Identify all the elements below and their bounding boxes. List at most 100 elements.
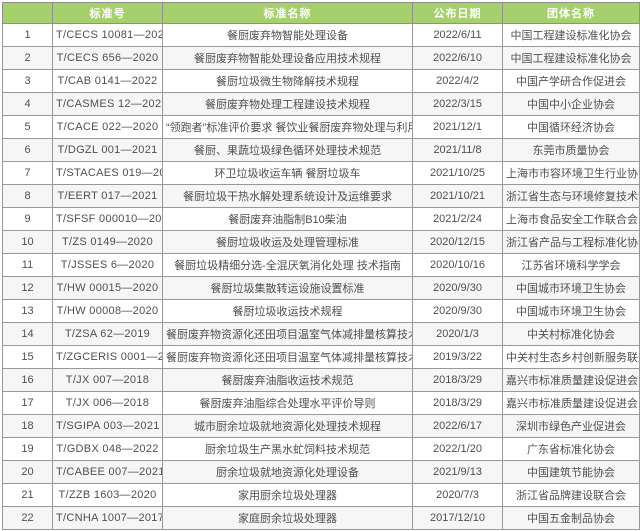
standard-name-cell: 厨余垃圾就地资源化处理设备 [162, 460, 413, 484]
row-index-cell: 5 [2, 115, 53, 139]
org-name-cell: 中国工程建设标准化协会 [502, 23, 640, 47]
standard-code-cell: T/HW 00008—2020 [52, 299, 163, 323]
standard-code-cell: T/SGIPA 003—2021 [52, 414, 163, 438]
standard-name-cell: 餐厨废弃物智能处理设备应用技术规程 [162, 46, 413, 70]
table-row: 16 T/JX 007—2018 餐厨废弃油脂收运技术规范 2018/3/29 … [2, 368, 640, 392]
standard-code-cell: T/EERT 017—2021 [52, 184, 163, 208]
org-name-cell: 中国产学研合作促进会 [502, 69, 640, 93]
table-row: 21 T/ZZB 1603—2020 家用厨余垃圾处理器 2020/7/3 浙江… [2, 483, 640, 507]
standard-name-cell: 餐厨垃圾微生物降解技术规程 [162, 69, 413, 93]
table-row: 3 T/CAB 0141—2022 餐厨垃圾微生物降解技术规程 2022/4/2… [2, 69, 640, 93]
standard-name-cell: 餐厨废弃物资源化还田项目温室气体减排量核算技术规范 [162, 322, 413, 346]
table-row: 10 T/ZS 0149—2020 餐厨垃圾收运及处理管理标准 2020/12/… [2, 230, 640, 254]
row-index-cell: 8 [2, 184, 53, 208]
row-index-cell: 14 [2, 322, 53, 346]
publish-date-cell: 2020/7/3 [412, 483, 503, 507]
row-index-cell: 15 [2, 345, 53, 369]
standard-name-cell: 家庭厨余垃圾处理器 [162, 506, 413, 530]
table-body: 1 T/CECS 10081—2020 餐厨废弃物智能处理设备 2022/6/1… [2, 23, 640, 530]
standard-code-cell: T/HW 00015—2020 [52, 276, 163, 300]
row-index-cell: 6 [2, 138, 53, 162]
standard-name-cell: 餐厨废弃油脂收运技术规范 [162, 368, 413, 392]
standard-name-cell: “领跑者”标准评价要求 餐饮业餐厨废弃物处理与利用设备 [162, 115, 413, 139]
table-row: 22 T/CNHA 1007—2017 家庭厨余垃圾处理器 2017/12/10… [2, 506, 640, 530]
row-index-cell: 7 [2, 161, 53, 185]
standard-code-cell: T/CNHA 1007—2017 [52, 506, 163, 530]
standard-code-cell: T/CABEE 007—2021 [52, 460, 163, 484]
publish-date-cell: 2022/4/2 [412, 69, 503, 93]
table-row: 20 T/CABEE 007—2021 厨余垃圾就地资源化处理设备 2021/9… [2, 460, 640, 484]
org-name-cell: 中关村标准化协会 [502, 322, 640, 346]
org-name-cell: 嘉兴市标准质量建设促进会 [502, 368, 640, 392]
standard-code-cell: T/CECS 656—2020 [52, 46, 163, 70]
table-row: 8 T/EERT 017—2021 餐厨垃圾干热水解处理系统设计及运维要求 20… [2, 184, 640, 208]
org-name-cell: 浙江省品牌建设联合会 [502, 483, 640, 507]
standard-name-cell: 餐厨垃圾收运技术规程 [162, 299, 413, 323]
table-row: 17 T/JX 006—2018 餐厨废弃油脂综合处理水平评价导则 2018/3… [2, 391, 640, 415]
standard-name-cell: 餐厨废弃物资源化还田项目温室气体减排量核算技术规范 [162, 345, 413, 369]
publish-date-cell: 2020/10/16 [412, 253, 503, 277]
row-index-cell: 2 [2, 46, 53, 70]
table-row: 14 T/ZSA 62—2019 餐厨废弃物资源化还田项目温室气体减排量核算技术… [2, 322, 640, 346]
publish-date-cell: 2021/9/13 [412, 460, 503, 484]
row-index-cell: 17 [2, 391, 53, 415]
table-row: 13 T/HW 00008—2020 餐厨垃圾收运技术规程 2020/9/30 … [2, 299, 640, 323]
org-name-cell: 浙江省产品与工程标准化协会 [502, 230, 640, 254]
org-name-cell: 中国建筑节能协会 [502, 460, 640, 484]
standard-name-cell: 餐厨、果蔬垃圾绿色循环处理技术规范 [162, 138, 413, 162]
publish-date-cell: 2020/1/3 [412, 322, 503, 346]
header-standard-code: 标准号 [52, 2, 163, 24]
org-name-cell: 浙江省生态与环境修复技术协会 [502, 184, 640, 208]
org-name-cell: 中国工程建设标准化协会 [502, 46, 640, 70]
row-index-cell: 19 [2, 437, 53, 461]
org-name-cell: 上海市食品安全工作联合会 [502, 207, 640, 231]
table-row: 18 T/SGIPA 003—2021 城市厨余垃圾就地资源化处理技术规程 20… [2, 414, 640, 438]
org-name-cell: 中国城市环境卫生协会 [502, 299, 640, 323]
row-index-cell: 18 [2, 414, 53, 438]
row-index-cell: 9 [2, 207, 53, 231]
standard-code-cell: T/CASMES 12—2022 [52, 92, 163, 116]
standard-code-cell: T/SFSF 000010—2020 [52, 207, 163, 231]
org-name-cell: 嘉兴市标准质量建设促进会 [502, 391, 640, 415]
row-index-cell: 20 [2, 460, 53, 484]
table-row: 5 T/CACE 022—2020 “领跑者”标准评价要求 餐饮业餐厨废弃物处理… [2, 115, 640, 139]
standard-name-cell: 餐厨垃圾干热水解处理系统设计及运维要求 [162, 184, 413, 208]
org-name-cell: 深圳市绿色产业促进会 [502, 414, 640, 438]
publish-date-cell: 2021/10/21 [412, 184, 503, 208]
table-row: 12 T/HW 00015—2020 餐厨垃圾集散转运设施设置标准 2020/9… [2, 276, 640, 300]
row-index-cell: 1 [2, 23, 53, 47]
table-row: 2 T/CECS 656—2020 餐厨废弃物智能处理设备应用技术规程 2022… [2, 46, 640, 70]
standard-name-cell: 餐厨废弃物处理工程建设技术规程 [162, 92, 413, 116]
publish-date-cell: 2022/1/20 [412, 437, 503, 461]
row-index-cell: 11 [2, 253, 53, 277]
table-row: 19 T/GDBX 048—2022 厨余垃圾生产黑水虻饲料技术规范 2022/… [2, 437, 640, 461]
table-row: 1 T/CECS 10081—2020 餐厨废弃物智能处理设备 2022/6/1… [2, 23, 640, 47]
header-org-name: 团体名称 [502, 2, 640, 24]
standard-name-cell: 家用厨余垃圾处理器 [162, 483, 413, 507]
table-row: 7 T/STACAES 019—2021 环卫垃圾收运车辆 餐厨垃圾车 2021… [2, 161, 640, 185]
standard-name-cell: 厨余垃圾生产黑水虻饲料技术规范 [162, 437, 413, 461]
standard-name-cell: 餐厨废弃油脂综合处理水平评价导则 [162, 391, 413, 415]
org-name-cell: 中关村生态乡村创新服务联盟 [502, 345, 640, 369]
publish-date-cell: 2017/12/10 [412, 506, 503, 530]
standard-code-cell: T/ZGCERIS 0001—2019 [52, 345, 163, 369]
org-name-cell: 中国循环经济协会 [502, 115, 640, 139]
row-index-cell: 16 [2, 368, 53, 392]
publish-date-cell: 2021/2/24 [412, 207, 503, 231]
row-index-cell: 13 [2, 299, 53, 323]
table-row: 11 T/JSSES 6—2020 餐厨垃圾精细分选-全混厌氧消化处理 技术指南… [2, 253, 640, 277]
standard-name-cell: 餐厨垃圾集散转运设施设置标准 [162, 276, 413, 300]
publish-date-cell: 2021/10/25 [412, 161, 503, 185]
standard-code-cell: T/JX 006—2018 [52, 391, 163, 415]
standard-name-cell: 餐厨废弃油脂制B10柴油 [162, 207, 413, 231]
publish-date-cell: 2020/9/30 [412, 276, 503, 300]
org-name-cell: 广东省标准化协会 [502, 437, 640, 461]
standard-code-cell: T/ZZB 1603—2020 [52, 483, 163, 507]
standard-name-cell: 餐厨垃圾收运及处理管理标准 [162, 230, 413, 254]
org-name-cell: 中国五金制品协会 [502, 506, 640, 530]
row-index-cell: 3 [2, 69, 53, 93]
standard-code-cell: T/JX 007—2018 [52, 368, 163, 392]
org-name-cell: 中国城市环境卫生协会 [502, 276, 640, 300]
